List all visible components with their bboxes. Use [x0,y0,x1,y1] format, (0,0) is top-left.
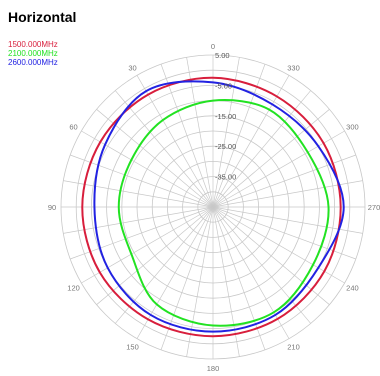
radial-tick-label: -35.00 [215,173,236,182]
series-line-1 [117,99,330,327]
angle-tick-label: 120 [67,284,80,293]
grid-spoke [186,57,214,208]
legend-item-1500: 1500.000MHz [8,40,58,49]
angle-tick-label: 0 [211,42,215,51]
radial-tick-label: -15.00 [215,112,236,121]
grid-spoke [63,180,214,208]
radial-tick-label: -25.00 [215,142,236,151]
legend-item-2600: 2600.000MHz [8,58,58,67]
series-line-0 [81,76,342,338]
grid-spoke [136,75,214,208]
angle-tick-label: 240 [346,284,359,293]
grid-spoke [212,206,240,357]
radial-tick-label: -5.00 [215,81,232,90]
polar-grid [60,54,366,360]
grid-spoke [96,206,214,305]
grid-spoke [212,75,290,208]
angle-tick-label: 30 [128,64,136,73]
angle-tick-label: 330 [287,64,300,73]
grid-spoke [81,206,214,284]
axis-labels: 5.00 -5.00 -15.00 -25.00 -35.00 0 30 60 90 120 150… [48,42,380,373]
angle-tick-label: 270 [368,203,380,212]
grid-spoke [212,206,330,305]
grid-spoke [115,90,214,208]
angle-tick-label: 90 [48,203,56,212]
legend-item-2100: 2100.000MHz [8,49,58,58]
grid-spoke [212,64,266,208]
grid-spoke [186,206,214,357]
grid-spoke [160,206,214,350]
angle-tick-label: 150 [126,342,139,351]
grid-spoke [70,206,214,260]
angle-tick-label: 180 [207,364,220,373]
grid-spoke [212,206,345,284]
grid-spoke [212,206,363,234]
grid-spoke [212,206,266,350]
series-line-2 [93,80,345,333]
grid-spoke [160,64,214,208]
grid-spoke [212,206,356,260]
grid-spoke [212,130,345,208]
grid-spoke [212,206,311,324]
series-group [81,76,345,338]
chart-title: Horizontal [8,9,77,25]
angle-tick-label: 60 [69,123,77,132]
grid-spoke [70,154,214,208]
grid-spoke [81,130,214,208]
angle-tick-label: 300 [346,123,359,132]
grid-spoke [136,206,214,339]
grid-spoke [115,206,214,324]
grid-spoke [212,206,290,339]
grid-spoke [212,57,240,208]
angle-tick-label: 210 [287,342,300,351]
radial-tick-label: 5.00 [215,51,230,60]
grid-spoke [63,206,214,234]
